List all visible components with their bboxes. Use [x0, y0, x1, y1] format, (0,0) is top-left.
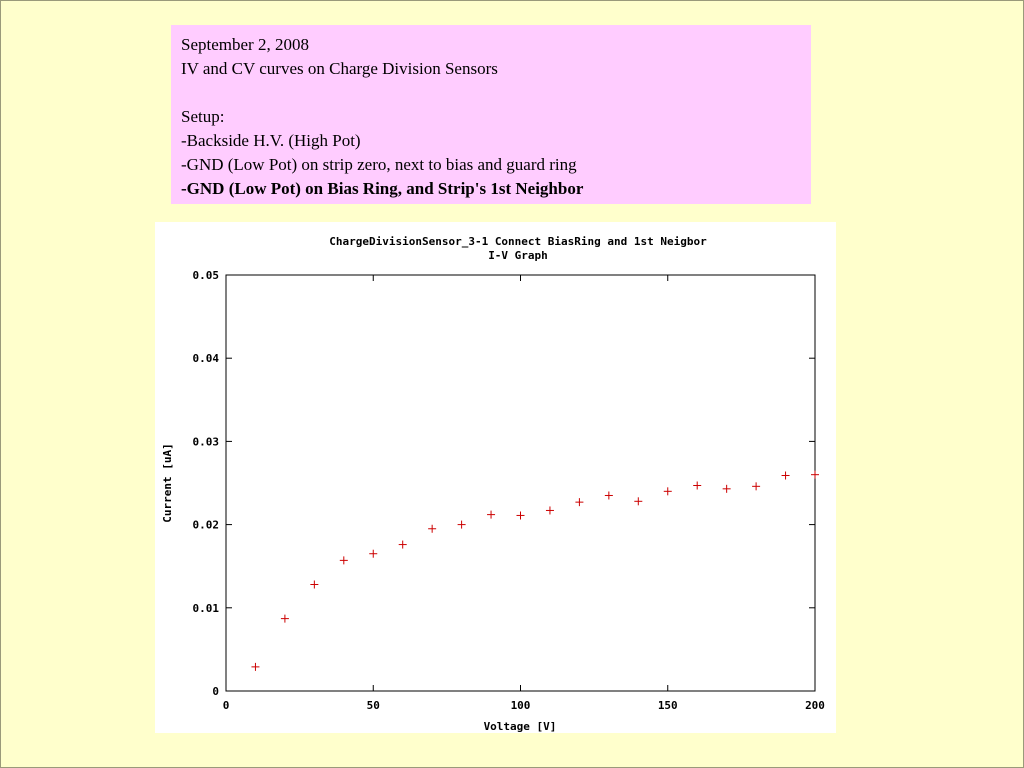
data-point — [310, 580, 319, 589]
data-point — [604, 491, 613, 500]
data-point — [663, 487, 672, 496]
x-tick-label: 100 — [511, 699, 531, 712]
y-tick-label: 0.02 — [193, 519, 220, 532]
setup-line-high-pot: -Backside H.V. (High Pot) — [181, 131, 361, 150]
y-tick-label: 0.01 — [193, 602, 220, 615]
data-point — [811, 470, 819, 479]
setup-heading: Setup: — [181, 107, 225, 126]
chart-panel: ChargeDivisionSensor_3-1 Connect BiasRin… — [155, 222, 836, 733]
y-tick-label: 0.03 — [193, 435, 220, 448]
y-tick-label: 0 — [212, 685, 219, 698]
data-point — [457, 520, 466, 529]
y-ticks: 0 0.01 0.02 0.03 0.04 0.05 — [193, 269, 815, 698]
y-tick-label: 0.04 — [193, 352, 220, 365]
data-point — [722, 484, 731, 493]
data-point — [781, 471, 790, 480]
notes-spacer — [181, 81, 801, 105]
data-point — [752, 482, 761, 491]
x-tick-100: 100 — [511, 275, 531, 712]
data-point — [545, 506, 554, 515]
x-tick-150: 150 — [658, 275, 678, 712]
x-tick-label: 150 — [658, 699, 678, 712]
x-ticks: 0 50 100 150 200 — [223, 275, 825, 712]
plot-border — [225, 274, 816, 692]
data-point — [428, 524, 437, 533]
data-point — [693, 481, 702, 490]
chart-title: ChargeDivisionSensor_3-1 Connect BiasRin… — [329, 235, 707, 248]
data-points — [251, 470, 819, 671]
y-tick-0.04: 0.04 — [193, 352, 815, 365]
y-axis-label: Current [uA] — [161, 443, 174, 522]
x-tick-label: 200 — [805, 699, 825, 712]
data-point — [487, 510, 496, 519]
notes-subject: IV and CV curves on Charge Division Sens… — [181, 59, 498, 78]
x-tick-label: 50 — [367, 699, 380, 712]
x-tick-label: 0 — [223, 699, 230, 712]
data-point — [516, 511, 525, 520]
setup-line-bias-ring: -GND (Low Pot) on Bias Ring, and Strip's… — [181, 179, 584, 198]
notes-date: September 2, 2008 — [181, 35, 309, 54]
notes-box: September 2, 2008 IV and CV curves on Ch… — [171, 25, 811, 204]
data-point — [634, 497, 643, 506]
x-tick-0: 0 — [223, 275, 230, 712]
x-tick-50: 50 — [367, 275, 380, 712]
y-tick-0.05: 0.05 — [193, 269, 815, 282]
data-point — [251, 662, 260, 671]
iv-chart: ChargeDivisionSensor_3-1 Connect BiasRin… — [161, 235, 825, 733]
y-tick-0.03: 0.03 — [193, 435, 815, 448]
y-tick-0: 0 — [212, 685, 815, 698]
chart-subtitle: I-V Graph — [488, 249, 548, 262]
data-point — [575, 498, 584, 507]
data-point — [280, 614, 289, 623]
x-tick-200: 200 — [805, 275, 825, 712]
x-axis-label: Voltage [V] — [484, 720, 557, 733]
y-tick-label: 0.05 — [193, 269, 220, 282]
data-point — [398, 540, 407, 549]
data-point — [369, 549, 378, 558]
data-point — [339, 556, 348, 565]
y-tick-0.02: 0.02 — [193, 519, 815, 532]
setup-line-strip-zero: -GND (Low Pot) on strip zero, next to bi… — [181, 155, 577, 174]
y-tick-0.01: 0.01 — [193, 602, 815, 615]
